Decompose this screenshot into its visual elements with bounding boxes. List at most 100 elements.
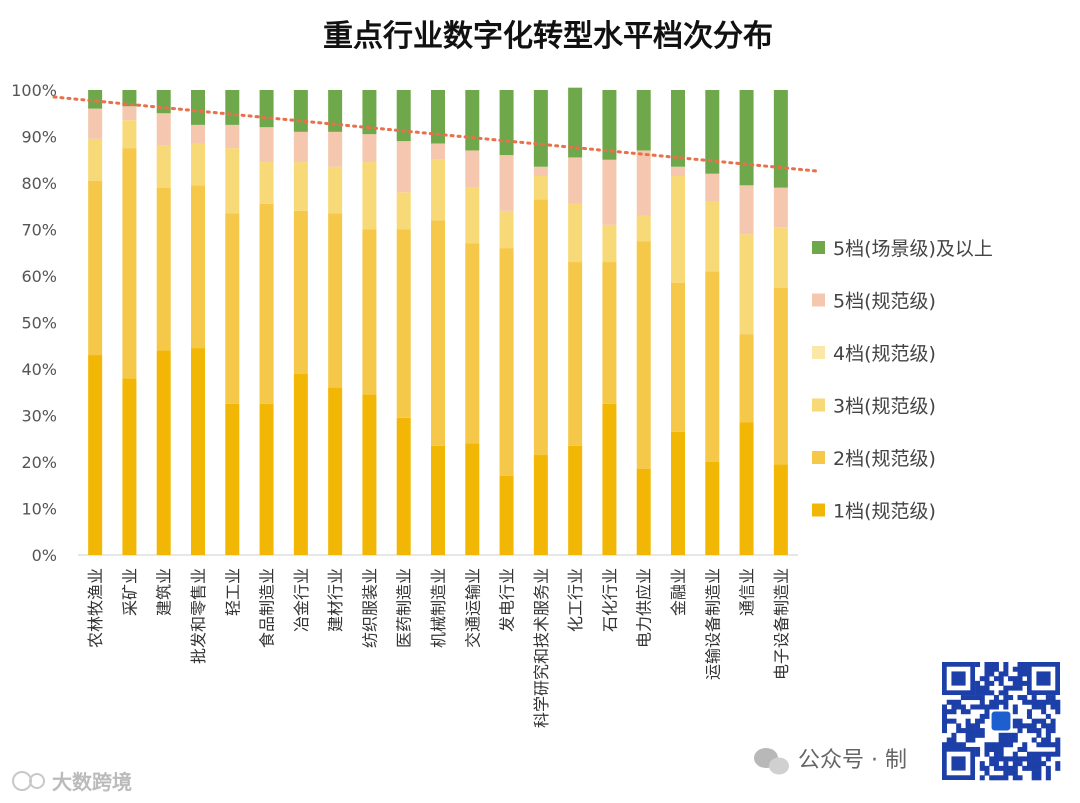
qr-module bbox=[956, 699, 962, 705]
qr-module bbox=[989, 761, 995, 767]
bar-segment bbox=[465, 243, 480, 444]
qr-module bbox=[1036, 751, 1042, 757]
x-tick-label: 化工行业 bbox=[566, 568, 585, 632]
bar-segment bbox=[122, 378, 137, 555]
qr-module bbox=[960, 704, 966, 710]
x-tick-label: 电子设备制造业 bbox=[772, 568, 791, 680]
chart-title: 重点行业数字化转型水平档次分布 bbox=[323, 19, 773, 54]
qr-module bbox=[989, 699, 995, 705]
qr-module bbox=[1008, 765, 1014, 771]
qr-module bbox=[1003, 737, 1009, 743]
qr-module bbox=[956, 704, 962, 710]
bar-segment bbox=[122, 90, 137, 107]
qr-module bbox=[951, 737, 957, 743]
trendline-path bbox=[52, 95, 822, 173]
bar-segment bbox=[568, 203, 583, 263]
qr-module bbox=[1017, 761, 1023, 767]
bar-segment bbox=[533, 455, 548, 555]
legend-label: 5档(规范级) bbox=[833, 291, 936, 313]
qr-module bbox=[998, 737, 1004, 743]
qr-module bbox=[951, 718, 957, 724]
qr-module bbox=[1026, 756, 1032, 762]
qr-module bbox=[979, 699, 985, 705]
bar-segment bbox=[191, 143, 205, 186]
qr-module bbox=[993, 662, 999, 668]
y-tick-label: 40% bbox=[21, 360, 57, 379]
qr-module bbox=[979, 765, 985, 771]
bar-segment bbox=[705, 173, 720, 202]
bar-segment bbox=[293, 373, 308, 555]
x-tick-label: 交通运输业 bbox=[463, 568, 482, 648]
qr-module bbox=[1003, 742, 1009, 748]
x-tick-label: 金融业 bbox=[669, 568, 688, 616]
qr-module bbox=[965, 709, 971, 715]
y-tick-label: 100% bbox=[11, 81, 57, 100]
bar-segment bbox=[636, 241, 651, 469]
qr-module bbox=[984, 704, 990, 710]
qr-module bbox=[984, 671, 990, 677]
qr-module bbox=[1045, 732, 1051, 738]
qr-module bbox=[946, 699, 952, 705]
qr-module bbox=[970, 732, 976, 738]
bar-segment bbox=[88, 355, 103, 555]
qr-module bbox=[984, 680, 990, 686]
qr-module bbox=[1036, 770, 1042, 776]
bar-segment bbox=[602, 403, 617, 555]
qr-module bbox=[970, 704, 976, 710]
bar-segment bbox=[533, 166, 548, 177]
qr-module bbox=[1041, 742, 1047, 748]
bar-segment bbox=[739, 334, 754, 423]
bar-segment bbox=[739, 422, 754, 555]
bar-segment bbox=[465, 443, 480, 555]
watermark-logo-icon bbox=[12, 771, 45, 791]
bar-segment bbox=[225, 124, 240, 149]
qr-module bbox=[1012, 765, 1018, 771]
bar-segment bbox=[396, 90, 411, 142]
x-axis-labels: 农林牧渔业 采矿业 建筑业 批发和零售业 轻工业 食品制造业 冶金行业 建材行业 纺织服装业 医药… bbox=[86, 568, 791, 728]
qr-module bbox=[993, 695, 999, 701]
qr-module bbox=[1031, 699, 1037, 705]
x-tick-label: 医药制造业 bbox=[395, 568, 414, 648]
qr-module bbox=[951, 709, 957, 715]
qr-module bbox=[1041, 718, 1047, 724]
qr-module bbox=[998, 746, 1004, 752]
qr-module bbox=[1003, 704, 1009, 710]
qr-module bbox=[1017, 723, 1023, 729]
qr-module bbox=[989, 690, 995, 696]
bar-segment bbox=[328, 213, 343, 388]
qr-module bbox=[1055, 761, 1061, 767]
qr-module bbox=[975, 732, 981, 738]
qr-module bbox=[942, 718, 948, 724]
qr-module bbox=[979, 685, 985, 691]
qr-module bbox=[1012, 756, 1018, 762]
qr-module bbox=[1022, 756, 1028, 762]
qr-module bbox=[960, 695, 966, 701]
bar-segment bbox=[431, 159, 445, 221]
qr-module bbox=[979, 761, 985, 767]
bar-segment bbox=[602, 224, 617, 263]
bar-segment bbox=[328, 166, 343, 214]
qr-module bbox=[1050, 718, 1056, 724]
qr-module bbox=[993, 746, 999, 752]
bar-segment bbox=[636, 468, 651, 555]
qr-module bbox=[1008, 742, 1014, 748]
qr-module bbox=[989, 742, 995, 748]
bar-segment bbox=[396, 141, 411, 193]
bar-segment bbox=[122, 148, 137, 379]
bar-segment bbox=[671, 166, 685, 177]
qr-module bbox=[1017, 746, 1023, 752]
qr-module bbox=[1003, 732, 1009, 738]
bar-segment bbox=[533, 90, 548, 167]
qr-module bbox=[1045, 723, 1051, 729]
bar-segment bbox=[465, 90, 480, 151]
bar-segment bbox=[705, 462, 720, 555]
qr-module bbox=[1045, 770, 1051, 776]
qr-module bbox=[1012, 732, 1018, 738]
wechat-account-label: 公众号 · 制 bbox=[798, 748, 907, 773]
x-tick-label: 食品制造业 bbox=[258, 568, 277, 648]
qr-module bbox=[1017, 775, 1023, 781]
qr-module bbox=[993, 756, 999, 762]
qr-module bbox=[984, 770, 990, 776]
qr-module bbox=[1026, 699, 1032, 705]
qr-module bbox=[979, 704, 985, 710]
